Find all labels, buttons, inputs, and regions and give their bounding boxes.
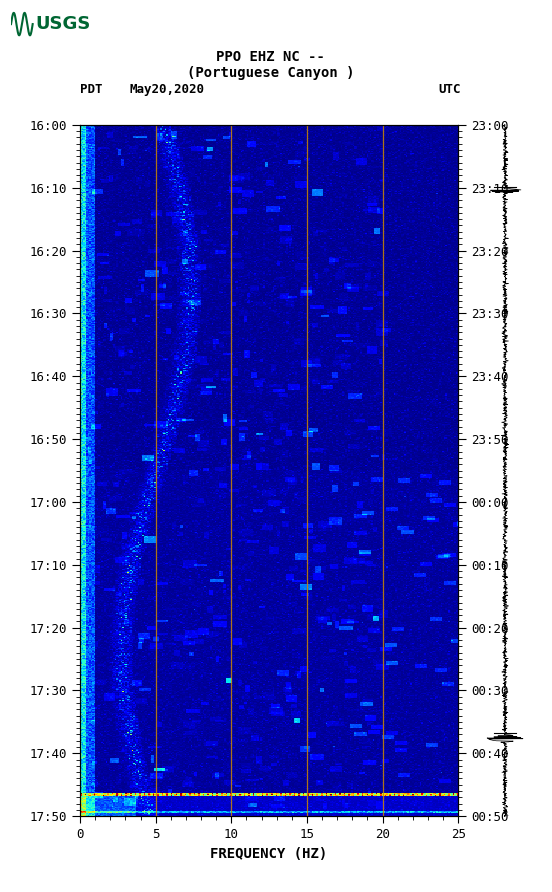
Text: PDT: PDT — [80, 83, 103, 95]
Text: May20,2020: May20,2020 — [130, 83, 205, 95]
Text: USGS: USGS — [36, 15, 91, 33]
Text: UTC: UTC — [438, 83, 461, 95]
Text: PPO EHZ NC --: PPO EHZ NC -- — [216, 50, 325, 64]
X-axis label: FREQUENCY (HZ): FREQUENCY (HZ) — [210, 847, 328, 861]
Text: (Portuguese Canyon ): (Portuguese Canyon ) — [187, 66, 354, 80]
